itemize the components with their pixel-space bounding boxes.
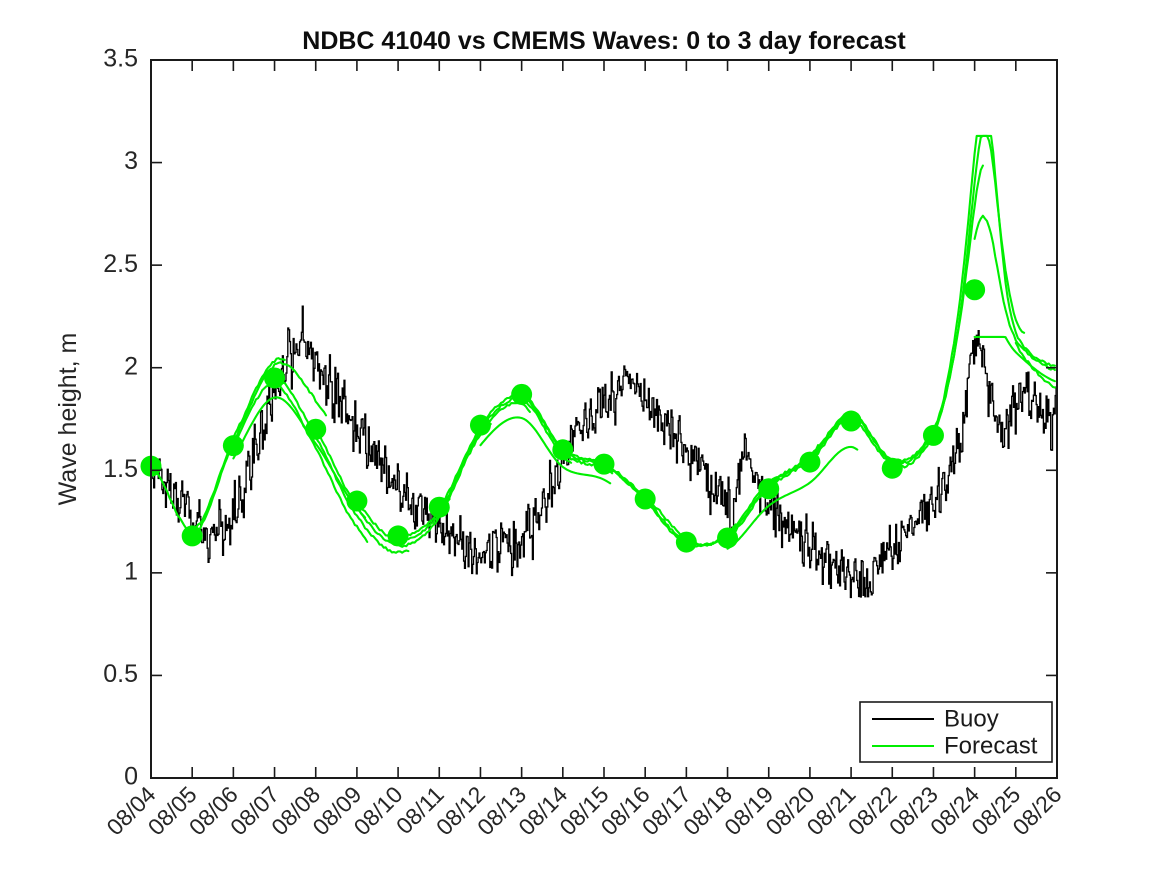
y-tick-label: 3.5: [103, 45, 138, 73]
forecast-marker: [469, 414, 491, 436]
y-tick-label: 0: [124, 763, 138, 791]
forecast-marker: [264, 367, 286, 389]
forecast-trace: [191, 361, 328, 538]
forecast-trace: [355, 422, 492, 543]
forecast-series: [149, 134, 1056, 554]
legend-label-buoy: Buoy: [944, 705, 999, 732]
forecast-marker: [428, 496, 450, 518]
forecast-trace: [479, 394, 614, 475]
y-tick-label: 2: [124, 352, 138, 380]
forecast-trace: [561, 448, 696, 547]
forecast-trace: [438, 397, 573, 508]
y-tick-label: 1.5: [103, 455, 138, 483]
legend-label-forecast: Forecast: [944, 732, 1038, 759]
forecast-marker: [881, 457, 903, 479]
y-axis-title: Wave height, m: [54, 333, 82, 506]
forecast-trace: [273, 376, 410, 554]
forecast-marker: [840, 410, 862, 432]
forecast-marker: [552, 439, 574, 461]
forecast-marker: [181, 525, 203, 547]
forecast-marker: [511, 383, 533, 405]
forecast-trace: [932, 134, 1056, 438]
chart-title: NDBC 41040 vs CMEMS Waves: 0 to 3 day fo…: [302, 27, 906, 55]
forecast-marker: [346, 490, 368, 512]
y-axis-ticks: 0 0.5 1 1.5 2 2.5 3 3.5: [103, 45, 1057, 791]
forecast-marker: [717, 527, 739, 549]
y-tick-label: 2.5: [103, 250, 138, 278]
buoy-trace: [151, 305, 1058, 599]
y-tick-label: 1: [124, 557, 138, 585]
buoy-series: [151, 305, 1058, 599]
forecast-trace: [479, 416, 612, 485]
forecast-marker: [675, 531, 697, 553]
forecast-marker: [593, 453, 615, 475]
forecast-trace: [973, 214, 1056, 372]
y-tick-label: 0.5: [103, 660, 138, 688]
forecast-marker: [222, 435, 244, 457]
forecast-trace: [973, 335, 1056, 383]
forecast-trace: [808, 406, 943, 464]
forecast-trace: [726, 445, 859, 550]
forecast-trace: [232, 396, 367, 519]
forecast-trace: [314, 428, 451, 548]
forecast-marker: [634, 488, 656, 510]
forecast-marker: [964, 279, 986, 301]
forecast-marker: [305, 418, 327, 440]
forecast-marker: [758, 478, 780, 500]
y-tick-label: 3: [124, 147, 138, 175]
forecast-trace: [149, 357, 286, 533]
forecast-marker: [922, 424, 944, 446]
forecast-trace: [685, 444, 820, 547]
forecast-marker: [387, 525, 409, 547]
legend[interactable]: Buoy Forecast: [859, 701, 1053, 763]
legend-box: [859, 701, 1053, 763]
forecast-marker: [799, 451, 821, 473]
